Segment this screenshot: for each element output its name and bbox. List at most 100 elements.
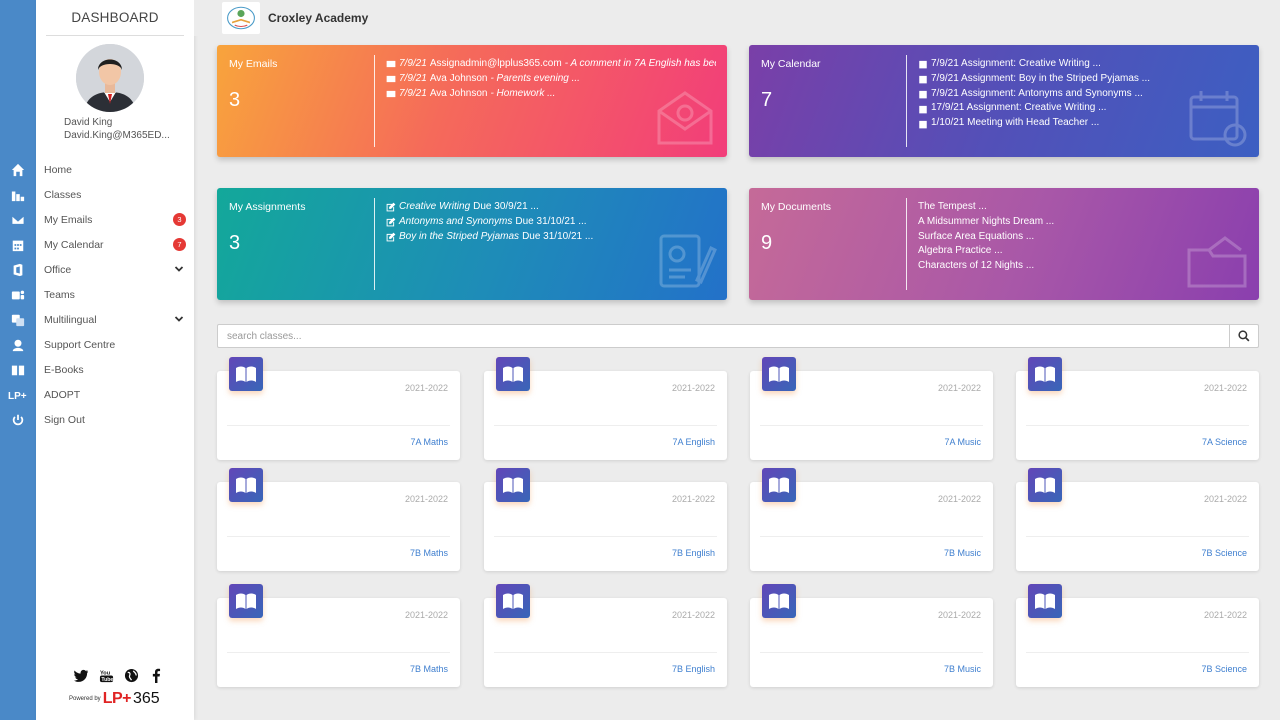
document-item[interactable]: A Midsummer Nights Dream ... [918,215,1055,227]
class-tile[interactable]: 2021-2022 7B Maths [217,468,460,571]
calendar-item[interactable]: 7/9/21 Assignment: Creative Writing ... [918,57,1248,72]
facebook-icon[interactable] [149,668,164,683]
card-count: 3 [229,89,241,111]
document-item[interactable]: Characters of 12 Nights ... [918,260,1035,272]
calendar-icon[interactable] [0,235,36,255]
social-links: You Tube [74,668,164,683]
class-year: 2021-2022 [404,610,448,620]
search-button[interactable] [1229,324,1259,348]
class-name-link[interactable]: 7B Science [1201,664,1247,674]
calendar-item[interactable]: 7/9/21 Assignment: Antonyms and Synonyms… [918,87,1248,102]
class-name-link[interactable]: 7A English [672,437,715,447]
search-input[interactable]: search classes... [217,324,1230,348]
assignments-card[interactable]: My Assignments 3 Creative Writing Due 30/… [217,188,727,300]
office-icon[interactable] [0,260,36,280]
nav-ebooks[interactable]: E-Books [44,360,186,380]
nav-label: Classes [44,189,82,201]
chevron-down-icon[interactable] [174,314,184,324]
teams-icon[interactable] [0,285,36,305]
calendar-card[interactable]: My Calendar 7 7/9/21 Assignment: Creativ… [749,45,1259,157]
email-item[interactable]: 7/9/21 Ava Johnson - Homework ... [386,87,716,102]
twitter-icon[interactable] [74,668,89,683]
nav-my-calendar[interactable]: My Calendar 7 [44,235,186,255]
class-name-link[interactable]: 7B Music [943,548,981,558]
nav-multilingual[interactable]: Multilingual [44,310,186,330]
email-list: 7/9/21 Assignadmin@lpplus365.com - A comme… [386,57,716,101]
nav-support-centre[interactable]: Support Centre [44,335,186,355]
card-divider [906,55,907,147]
nav-label: E-Books [44,364,84,376]
home-icon[interactable] [0,160,36,180]
top-bar: Croxley Academy [194,0,1280,36]
calendar-item[interactable]: 1/10/21 Meeting with Head Teacher ... [918,116,1248,131]
documents-card[interactable]: My Documents 9 The Tempest ... A Midsumm… [749,188,1259,300]
folder-watermark-icon [1185,228,1249,292]
assignment-list: Creative Writing Due 30/9/21 ... Antonyms… [386,200,716,244]
nav-adopt[interactable]: ADOPT [44,385,186,405]
tile-divider [494,536,717,537]
envelope-icon[interactable] [0,210,36,230]
calendar-item[interactable]: 17/9/21 Assignment: Creative Writing ... [918,101,1248,116]
assignment-item[interactable]: Creative Writing Due 30/9/21 ... [386,200,716,215]
school-logo[interactable] [222,2,260,34]
user-email: David.King@M365ED... [64,130,170,141]
class-tile[interactable]: 2021-2022 7A English [484,357,727,460]
document-item[interactable]: Surface Area Equations ... [918,230,1035,242]
email-item[interactable]: 7/9/21 Ava Johnson - Parents evening ... [386,72,716,87]
class-tile[interactable]: 2021-2022 7B English [484,468,727,571]
class-tile[interactable]: 2021-2022 7B English [484,584,727,687]
class-name-link[interactable]: 7B English [671,664,715,674]
chevron-down-icon[interactable] [174,264,184,274]
powered-by-text: Powered by [69,696,101,702]
svg-text:LP+: LP+ [8,391,27,401]
document-item[interactable]: The Tempest ... [918,201,987,212]
class-year: 2021-2022 [404,494,448,504]
document-item[interactable]: Algebra Practice ... [918,245,1003,257]
avatar[interactable] [76,44,144,112]
assignment-item[interactable]: Antonyms and Synonyms Due 31/10/21 ... [386,215,716,230]
lp-icon[interactable]: LP+ [0,385,36,405]
class-year: 2021-2022 [671,383,715,393]
classes-icon[interactable] [0,185,36,205]
svg-text:Tube: Tube [101,677,113,683]
class-year: 2021-2022 [1203,383,1247,393]
nav-sign-out[interactable]: Sign Out [44,410,186,430]
class-tile[interactable]: 2021-2022 7B Music [750,468,993,571]
class-name-link[interactable]: 7A Music [944,437,981,447]
class-tile[interactable]: 2021-2022 7A Music [750,357,993,460]
nav-teams[interactable]: Teams [44,285,186,305]
card-divider [374,55,375,147]
book-icon [762,357,796,391]
support-icon[interactable] [0,335,36,355]
class-name-link[interactable]: 7B Music [943,664,981,674]
class-name-link[interactable]: 7A Maths [410,437,448,447]
assignment-item[interactable]: Boy in the Striped Pyjamas Due 31/10/21 .… [386,230,716,245]
class-tile[interactable]: 2021-2022 7B Maths [217,584,460,687]
class-name-link[interactable]: 7A Science [1201,437,1247,447]
class-name-link[interactable]: 7B Maths [409,664,448,674]
tile-divider [227,652,450,653]
brand-365: 365 [132,690,160,707]
icon-rail: LP+ [0,0,36,720]
ebooks-icon[interactable] [0,360,36,380]
translate-icon[interactable] [0,310,36,330]
class-tile[interactable]: 2021-2022 7B Science [1016,584,1259,687]
globe-icon[interactable] [124,668,139,683]
class-tile[interactable]: 2021-2022 7B Science [1016,468,1259,571]
calendar-item[interactable]: 7/9/21 Assignment: Boy in the Striped Py… [918,72,1248,87]
class-tile[interactable]: 2021-2022 7A Maths [217,357,460,460]
edit-icon [386,217,396,227]
nav-classes[interactable]: Classes [44,185,186,205]
email-item[interactable]: 7/9/21 Assignadmin@lpplus365.com - A comme… [386,57,716,72]
emails-card[interactable]: My Emails 3 7/9/21 Assignadmin@lpplus365.… [217,45,727,157]
nav-my-emails[interactable]: My Emails 3 [44,210,186,230]
power-icon[interactable] [0,410,36,430]
class-tile[interactable]: 2021-2022 7B Music [750,584,993,687]
nav-home[interactable]: Home [44,160,186,180]
nav-office[interactable]: Office [44,260,186,280]
class-name-link[interactable]: 7B Science [1201,548,1247,558]
class-name-link[interactable]: 7B Maths [409,548,448,558]
class-tile[interactable]: 2021-2022 7A Science [1016,357,1259,460]
class-name-link[interactable]: 7B English [671,548,715,558]
